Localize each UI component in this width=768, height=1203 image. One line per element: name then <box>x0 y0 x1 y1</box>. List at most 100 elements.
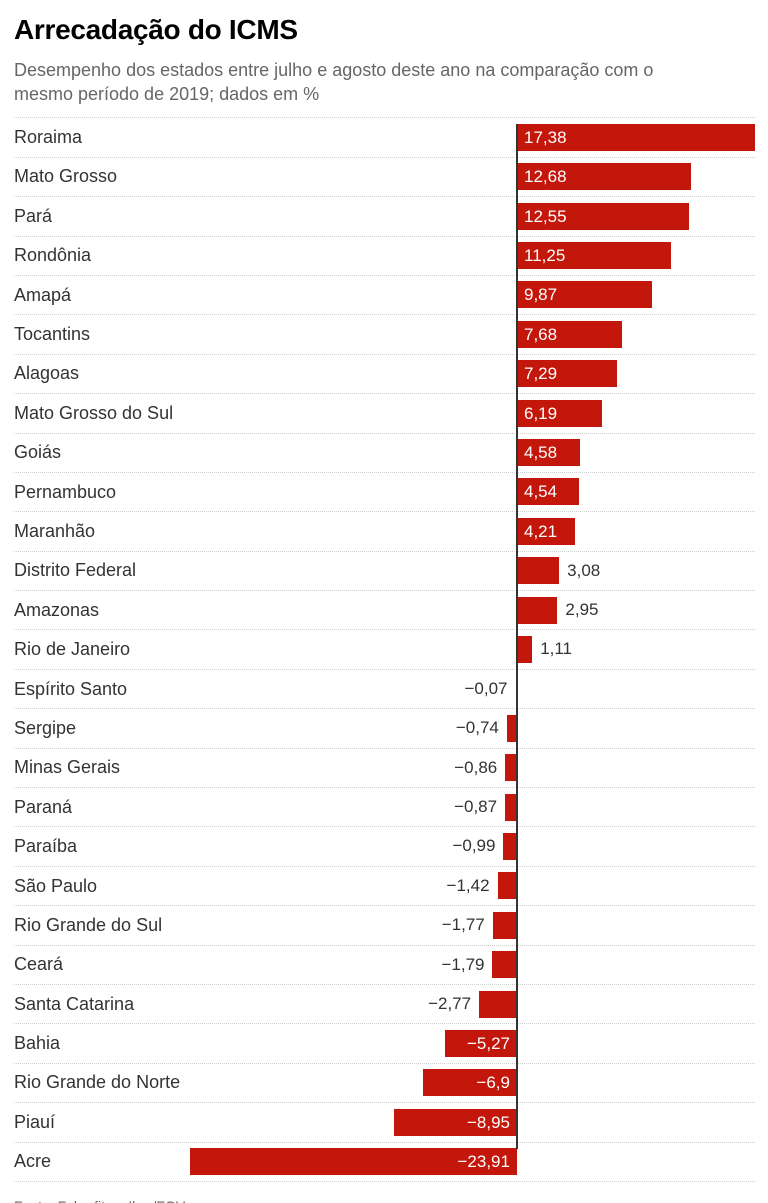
category-label: Paraná <box>14 796 73 817</box>
value-label: 3,08 <box>567 560 601 580</box>
chart-row: Mato Grosso do Sul 6,19 <box>14 394 755 434</box>
chart-row: Rio de Janeiro 1,11 <box>14 630 755 670</box>
value-label: 4,21 <box>524 521 558 541</box>
value-label: −23,91 <box>457 1152 510 1172</box>
value-label: −0,07 <box>464 678 508 698</box>
value-label: 2,95 <box>565 600 599 620</box>
bar: 7,68 <box>517 320 623 348</box>
category-label: Amazonas <box>14 599 100 620</box>
value-label: −5,27 <box>466 1033 510 1053</box>
bar: 7,29 <box>517 360 617 388</box>
bar <box>505 793 517 821</box>
value-label: 4,58 <box>524 443 558 463</box>
chart-row: Paraná −0,87 <box>14 788 755 828</box>
chart-row: Pará 12,55 <box>14 197 755 237</box>
chart-row: São Paulo −1,42 <box>14 867 755 907</box>
value-label: 6,19 <box>524 403 558 423</box>
bar: 17,38 <box>517 123 755 151</box>
chart-row: Mato Grosso 12,68 <box>14 158 755 198</box>
chart-subtitle: Desempenho dos estados entre julho e ago… <box>14 58 754 106</box>
bar <box>506 714 517 742</box>
bar: 4,21 <box>517 517 575 545</box>
chart-row: Santa Catarina −2,77 <box>14 985 755 1025</box>
bar: −6,9 <box>422 1069 517 1097</box>
bar <box>505 754 517 782</box>
bar: 6,19 <box>517 399 602 427</box>
value-label: 12,55 <box>524 206 567 226</box>
bar: 12,55 <box>517 202 689 230</box>
bar: 4,58 <box>517 439 580 467</box>
value-label: 7,29 <box>524 364 558 384</box>
chart-row: Sergipe −0,74 <box>14 709 755 749</box>
chart-row: Goiás 4,58 <box>14 434 755 473</box>
category-label: Ceará <box>14 954 64 975</box>
page-title: Arrecadação do ICMS <box>14 14 298 45</box>
value-label: 7,68 <box>524 324 558 344</box>
bar <box>492 911 517 939</box>
bar: −5,27 <box>444 1029 517 1057</box>
value-label: 4,54 <box>524 482 558 502</box>
category-label: Santa Catarina <box>14 993 135 1014</box>
bar-chart: Roraima 17,38 Mato Grosso 12,68 Pará 12,55 Ron… <box>14 117 755 1182</box>
category-label: Amapá <box>14 284 72 305</box>
category-label: Rio Grande do Norte <box>14 1072 181 1093</box>
chart-row: Alagoas 7,29 <box>14 355 755 395</box>
value-label: −1,77 <box>441 915 485 935</box>
category-label: Espírito Santo <box>14 678 128 699</box>
chart-row: Ceará −1,79 <box>14 946 755 985</box>
value-label: 9,87 <box>524 285 558 305</box>
chart-row: Rio Grande do Norte −6,9 <box>14 1064 755 1104</box>
chart-subtitle-line1: Desempenho dos estados entre julho e ago… <box>14 60 654 81</box>
value-label: −0,86 <box>454 757 498 777</box>
chart-header: Arrecadação do ICMS Desempenho dos estad… <box>0 0 768 106</box>
chart-row: Piauí −8,95 <box>14 1103 755 1143</box>
chart-row: Paraíba −0,99 <box>14 827 755 867</box>
category-label: Sergipe <box>14 717 77 738</box>
chart-row: Amazonas 2,95 <box>14 591 755 631</box>
value-label: −8,95 <box>466 1112 510 1132</box>
chart-row: Distrito Federal 3,08 <box>14 552 755 592</box>
category-label: Piauí <box>14 1111 56 1132</box>
chart-row: Amapá 9,87 <box>14 276 755 316</box>
value-label: 11,25 <box>524 246 566 266</box>
category-label: Alagoas <box>14 363 80 384</box>
value-label: 17,38 <box>524 127 567 147</box>
value-label: 12,68 <box>524 167 567 187</box>
category-label: Roraima <box>14 127 83 148</box>
category-label: Rio de Janeiro <box>14 639 131 660</box>
chart-row: Bahia −5,27 <box>14 1024 755 1064</box>
bar <box>497 872 517 900</box>
bar: −23,91 <box>189 1148 517 1176</box>
value-label: −1,42 <box>446 875 490 895</box>
chart-row: Roraima 17,38 <box>14 118 755 158</box>
category-label: Tocantins <box>14 324 91 345</box>
bar: 11,25 <box>517 242 672 270</box>
bar <box>517 596 558 624</box>
chart-row: Tocantins 7,68 <box>14 315 755 355</box>
bar <box>492 951 517 979</box>
category-label: Goiás <box>14 442 62 463</box>
chart-row: Maranhão 4,21 <box>14 512 755 552</box>
bar: 9,87 <box>517 281 653 309</box>
bar <box>517 557 560 585</box>
chart-row: Rio Grande do Sul −1,77 <box>14 906 755 946</box>
value-label: −0,99 <box>452 836 496 856</box>
category-label: Mato Grosso do Sul <box>14 402 174 423</box>
category-label: Mato Grosso <box>14 166 118 187</box>
value-label: 1,11 <box>540 639 573 659</box>
category-label: Pernambuco <box>14 481 117 502</box>
bar: −8,95 <box>394 1108 517 1136</box>
bar <box>503 832 517 860</box>
category-label: Bahia <box>14 1033 61 1054</box>
chart-subtitle-line2: mesmo período de 2019; dados em % <box>14 84 320 105</box>
chart-row: Espírito Santo −0,07 <box>14 670 755 710</box>
chart-row: Rondônia 11,25 <box>14 237 755 276</box>
category-label: Pará <box>14 205 53 226</box>
category-label: São Paulo <box>14 875 98 896</box>
zero-axis-line <box>516 123 518 1150</box>
category-label: Maranhão <box>14 521 96 541</box>
category-label: Distrito Federal <box>14 560 137 581</box>
value-label: −0,74 <box>455 718 499 738</box>
bar: 12,68 <box>517 163 691 191</box>
